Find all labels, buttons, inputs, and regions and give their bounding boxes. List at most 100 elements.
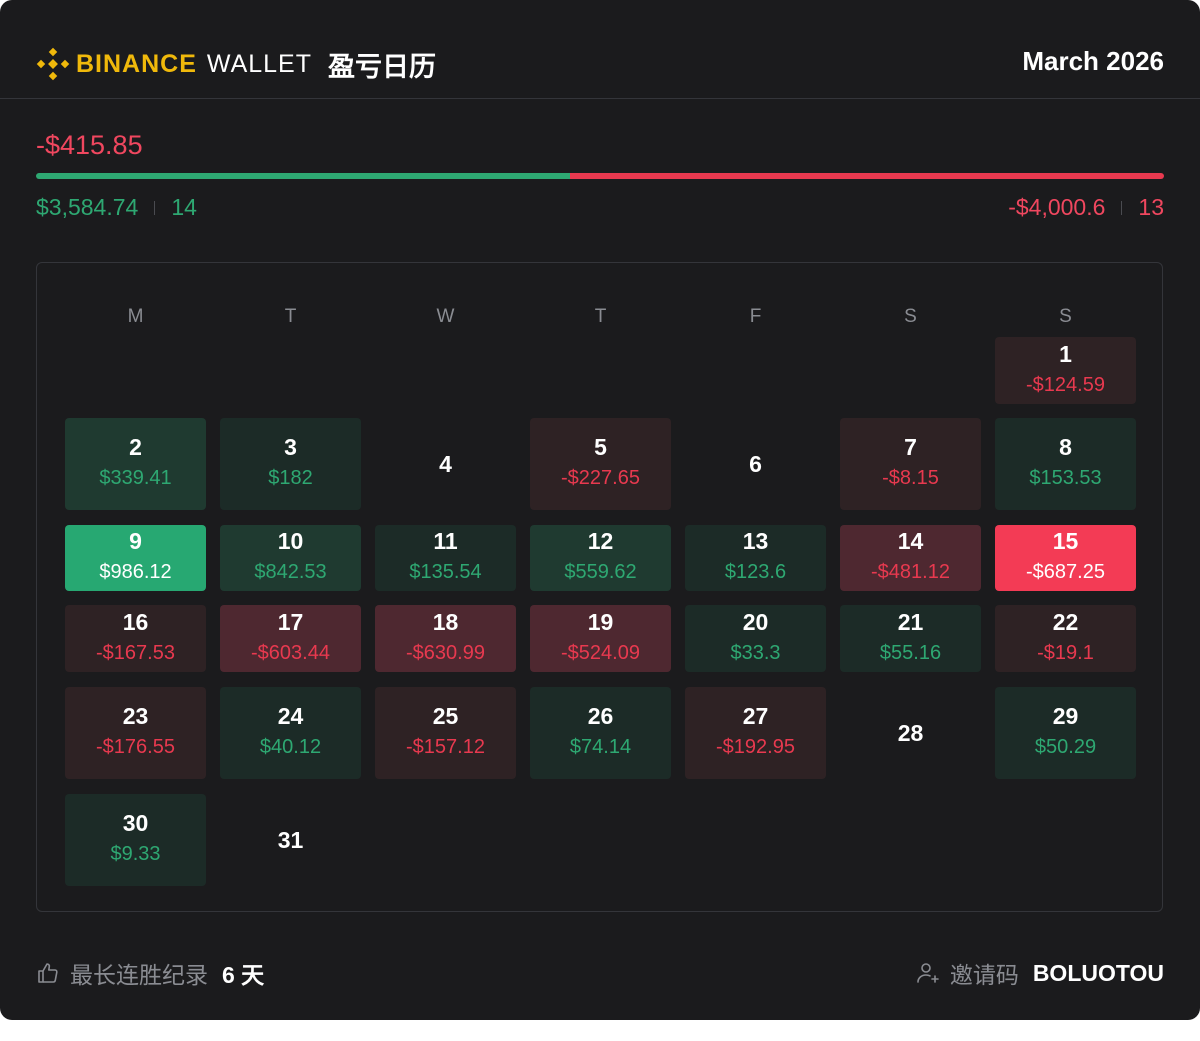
day-cell[interactable]: 27 -$192.95 [685, 687, 826, 779]
day-pnl: -$630.99 [406, 641, 485, 664]
day-cell[interactable]: 13 $123.6 [685, 525, 826, 591]
day-pnl: -$157.12 [406, 736, 485, 758]
day-pnl: -$192.95 [716, 736, 795, 758]
day-cell[interactable]: 12 $559.62 [530, 525, 671, 591]
weekday-label: S [1059, 306, 1072, 327]
weekday-label: T [284, 306, 297, 327]
day-pnl: -$481.12 [871, 561, 950, 583]
weekday-label: F [749, 306, 762, 327]
day-number: 20 [742, 608, 769, 635]
day-cell[interactable]: 21 $55.16 [840, 605, 981, 672]
day-number: 27 [742, 703, 769, 729]
thumbs-up-icon [38, 963, 58, 983]
day-pnl: $33.3 [730, 641, 781, 664]
day-cell[interactable]: 1 -$124.59 [995, 337, 1136, 404]
day-cell[interactable]: 29 $50.29 [995, 687, 1136, 779]
streak-label: 最长连胜纪录 [70, 962, 208, 988]
day-number: 9 [129, 528, 142, 554]
day-pnl: -$603.44 [251, 641, 330, 664]
day-number: 21 [897, 608, 924, 635]
day-number: 31 [277, 827, 304, 853]
day-pnl: $74.14 [569, 736, 632, 758]
profit-total: $3,584.74 [36, 194, 139, 220]
day-cell[interactable]: 28 [840, 687, 981, 779]
weekday-label: M [127, 306, 144, 327]
day-cell[interactable]: 8 $153.53 [995, 418, 1136, 510]
day-number: 4 [439, 451, 452, 477]
day-number: 29 [1052, 703, 1079, 729]
invite-label: 邀请码 [949, 962, 1019, 988]
day-pnl: -$124.59 [1026, 373, 1105, 396]
day-pnl: -$524.09 [561, 641, 640, 664]
day-cell[interactable]: 5 -$227.65 [530, 418, 671, 510]
profit-days: 14 [171, 194, 197, 220]
day-cell[interactable]: 22 -$19.1 [995, 605, 1136, 672]
day-cell[interactable]: 4 [375, 418, 516, 510]
day-pnl: $842.53 [254, 561, 327, 583]
day-number: 14 [897, 528, 924, 554]
brand: BINANCE WALLET 盈亏日历 [36, 44, 436, 84]
day-pnl: -$19.1 [1037, 641, 1094, 664]
day-number: 13 [742, 528, 769, 554]
calendar-grid [36, 262, 1163, 912]
day-pnl: -$8.15 [882, 467, 939, 489]
day-pnl: $986.12 [99, 561, 172, 583]
win-streak: 最长连胜纪录 6 天 [36, 956, 264, 990]
day-cell[interactable]: 23 -$176.55 [65, 687, 206, 779]
day-number: 5 [594, 434, 607, 460]
loss-summary: -$4,000.6 13 [1008, 194, 1164, 221]
weekday-label: T [594, 306, 607, 327]
invite-code: 邀请码 BOLUOTOU [916, 956, 1164, 990]
day-number: 28 [897, 720, 924, 746]
day-number: 2 [129, 434, 142, 460]
day-number: 26 [587, 703, 614, 729]
loss-total: -$4,000.6 [1008, 194, 1106, 220]
day-cell[interactable]: 6 [685, 418, 826, 510]
profit-summary: $3,584.74 14 [36, 194, 197, 221]
day-cell[interactable]: 16 -$167.53 [65, 605, 206, 672]
day-cell[interactable]: 9 $986.12 [65, 525, 206, 591]
day-cell[interactable]: 25 -$157.12 [375, 687, 516, 779]
day-pnl: $135.54 [409, 561, 482, 583]
day-number: 12 [587, 528, 614, 554]
day-cell[interactable]: 10 $842.53 [220, 525, 361, 591]
weekday-label: S [904, 306, 917, 327]
day-cell[interactable]: 19 -$524.09 [530, 605, 671, 672]
day-cell[interactable]: 2 $339.41 [65, 418, 206, 510]
page-title: 盈亏日历 [328, 51, 437, 82]
month-label: March 2026 [1022, 46, 1164, 76]
day-pnl: $9.33 [110, 843, 161, 865]
day-cell[interactable]: 17 -$603.44 [220, 605, 361, 672]
day-number: 11 [433, 528, 458, 554]
day-pnl: $339.41 [99, 467, 172, 489]
day-cell[interactable]: 11 $135.54 [375, 525, 516, 591]
streak-value: 6 天 [222, 962, 265, 988]
divider [154, 200, 156, 215]
divider [1121, 200, 1123, 215]
day-cell[interactable]: 15 -$687.25 [995, 525, 1136, 591]
day-cell[interactable]: 20 $33.3 [685, 605, 826, 672]
day-pnl: -$167.53 [96, 641, 175, 664]
day-cell[interactable]: 14 -$481.12 [840, 525, 981, 591]
net-pnl: -$415.85 [36, 130, 143, 160]
day-cell[interactable]: 24 $40.12 [220, 687, 361, 779]
binance-logo-icon [36, 47, 70, 81]
day-cell[interactable]: 7 -$8.15 [840, 418, 981, 510]
day-pnl: $153.53 [1029, 467, 1102, 489]
day-number: 25 [432, 703, 459, 729]
day-number: 7 [904, 434, 917, 460]
day-cell[interactable]: 18 -$630.99 [375, 605, 516, 672]
day-number: 10 [277, 528, 304, 554]
day-number: 24 [277, 703, 304, 729]
day-cell[interactable]: 26 $74.14 [530, 687, 671, 779]
day-cell[interactable]: 31 [220, 794, 361, 886]
day-number: 18 [432, 608, 459, 635]
day-pnl: -$176.55 [96, 736, 175, 758]
loss-bar [569, 173, 1164, 179]
day-number: 30 [122, 810, 149, 836]
day-cell[interactable]: 30 $9.33 [65, 794, 206, 886]
day-number: 8 [1059, 434, 1072, 460]
invite-code-value[interactable]: BOLUOTOU [1032, 959, 1164, 986]
day-cell[interactable]: 3 $182 [220, 418, 361, 510]
day-number: 19 [587, 608, 614, 635]
